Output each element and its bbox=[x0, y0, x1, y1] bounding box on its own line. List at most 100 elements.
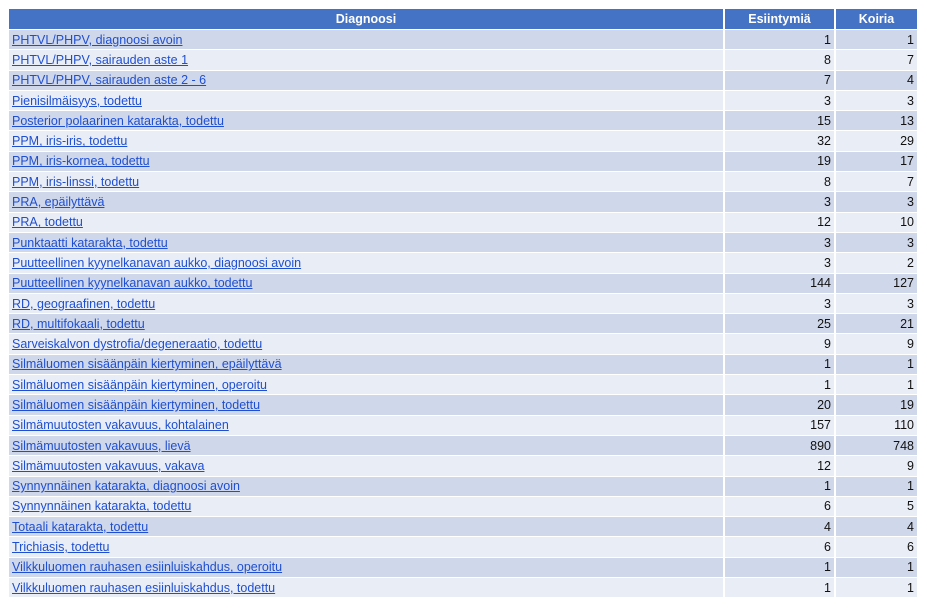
diagnosis-link[interactable]: Silmäluomen sisäänpäin kiertyminen, tode… bbox=[12, 397, 261, 412]
table-row: Silmämuutosten vakavuus, vakava 12 9 bbox=[9, 456, 917, 477]
dogs-cell: 1 bbox=[836, 30, 917, 51]
occurrences-cell: 890 bbox=[725, 435, 836, 457]
table-row: Posterior polaarinen katarakta, todettu 1… bbox=[9, 111, 917, 132]
diagnosis-cell: Silmäluomen sisäänpäin kiertyminen, oper… bbox=[9, 375, 725, 396]
occurrences-cell: 15 bbox=[725, 111, 836, 132]
table-row: PRA, epäilyttävä 3 3 bbox=[9, 192, 917, 213]
diagnosis-link[interactable]: Puutteellinen kyynelkanavan aukko, todet… bbox=[12, 276, 253, 291]
dogs-cell: 4 bbox=[836, 517, 917, 538]
dogs-cell: 3 bbox=[836, 293, 917, 315]
occurrences-cell: 3 bbox=[725, 192, 836, 213]
diagnosis-link[interactable]: PHTVL/PHPV, diagnoosi avoin bbox=[12, 32, 183, 47]
column-header-occurrences[interactable]: Esiintymiä bbox=[725, 9, 836, 30]
table-row: RD, geograafinen, todettu 3 3 bbox=[9, 293, 917, 315]
dogs-cell: 1 bbox=[836, 578, 917, 599]
diagnosis-link[interactable]: Silmämuutosten vakavuus, vakava bbox=[12, 458, 205, 473]
diagnosis-link[interactable]: Silmämuutosten vakavuus, lievä bbox=[12, 438, 191, 453]
occurrences-cell: 3 bbox=[725, 253, 836, 274]
diagnosis-link[interactable]: Puutteellinen kyynelkanavan aukko, diagn… bbox=[12, 255, 302, 270]
occurrences-cell: 8 bbox=[725, 50, 836, 71]
table-row: Silmämuutosten vakavuus, lievä 890 748 bbox=[9, 435, 917, 457]
diagnosis-cell: PRA, epäilyttävä bbox=[9, 192, 725, 213]
table-row: Silmäluomen sisäänpäin kiertyminen, oper… bbox=[9, 375, 917, 396]
dogs-cell: 17 bbox=[836, 151, 917, 173]
diagnosis-link[interactable]: RD, geograafinen, todettu bbox=[12, 296, 156, 311]
diagnosis-link[interactable]: Vilkkuluomen rauhasen esiinluiskahdus, o… bbox=[12, 560, 283, 575]
dogs-cell: 13 bbox=[836, 111, 917, 132]
dogs-cell: 748 bbox=[836, 435, 917, 457]
diagnosis-cell: Trichiasis, todettu bbox=[9, 537, 725, 558]
diagnosis-link[interactable]: Punktaatti katarakta, todettu bbox=[12, 235, 168, 250]
dogs-cell: 3 bbox=[836, 192, 917, 213]
diagnosis-link[interactable]: Trichiasis, todettu bbox=[12, 540, 110, 555]
occurrences-cell: 1 bbox=[725, 557, 836, 579]
table-row: Silmäluomen sisäänpäin kiertyminen, epäi… bbox=[9, 354, 917, 376]
dogs-cell: 6 bbox=[836, 537, 917, 558]
diagnosis-link[interactable]: Posterior polaarinen katarakta, todettu bbox=[12, 113, 224, 128]
occurrences-cell: 6 bbox=[725, 537, 836, 558]
diagnosis-link[interactable]: Totaali katarakta, todettu bbox=[12, 519, 149, 534]
occurrences-cell: 1 bbox=[725, 354, 836, 376]
diagnosis-table-container: Diagnoosi Esiintymiä Koiria PHTVL/PHPV, … bbox=[9, 9, 917, 599]
diagnosis-cell: Silmämuutosten vakavuus, lievä bbox=[9, 435, 725, 457]
dogs-cell: 1 bbox=[836, 476, 917, 497]
occurrences-cell: 4 bbox=[725, 517, 836, 538]
dogs-cell: 3 bbox=[836, 232, 917, 254]
diagnosis-link[interactable]: Pienisilmäisyys, todettu bbox=[12, 93, 142, 108]
table-row: PPM, iris-iris, todettu 32 29 bbox=[9, 131, 917, 152]
diagnosis-link[interactable]: Vilkkuluomen rauhasen esiinluiskahdus, t… bbox=[12, 580, 276, 595]
diagnosis-cell: PRA, todettu bbox=[9, 212, 725, 233]
dogs-cell: 5 bbox=[836, 496, 917, 518]
diagnosis-link[interactable]: Synnynnäinen katarakta, diagnoosi avoin bbox=[12, 479, 240, 494]
occurrences-cell: 3 bbox=[725, 90, 836, 112]
diagnosis-link[interactable]: PRA, epäilyttävä bbox=[12, 195, 105, 210]
diagnosis-link[interactable]: PHTVL/PHPV, sairauden aste 2 - 6 bbox=[12, 73, 207, 88]
diagnosis-link[interactable]: PPM, iris-iris, todettu bbox=[12, 134, 128, 149]
occurrences-cell: 1 bbox=[725, 375, 836, 396]
occurrences-cell: 19 bbox=[725, 151, 836, 173]
diagnosis-link[interactable]: PRA, todettu bbox=[12, 215, 83, 230]
diagnosis-link[interactable]: Silmäluomen sisäänpäin kiertyminen, epäi… bbox=[12, 357, 282, 372]
diagnosis-cell: Silmämuutosten vakavuus, kohtalainen bbox=[9, 415, 725, 436]
dogs-cell: 2 bbox=[836, 253, 917, 274]
diagnosis-cell: Vilkkuluomen rauhasen esiinluiskahdus, o… bbox=[9, 557, 725, 579]
diagnosis-link[interactable]: PPM, iris-kornea, todettu bbox=[12, 154, 150, 169]
diagnosis-link[interactable]: Synnynnäinen katarakta, todettu bbox=[12, 499, 192, 514]
column-header-dogs[interactable]: Koiria bbox=[836, 9, 917, 30]
dogs-cell: 3 bbox=[836, 90, 917, 112]
dogs-cell: 7 bbox=[836, 172, 917, 193]
table-row: Pienisilmäisyys, todettu 3 3 bbox=[9, 90, 917, 112]
table-row: Synnynnäinen katarakta, diagnoosi avoin 1… bbox=[9, 476, 917, 497]
table-header: Diagnoosi Esiintymiä Koiria bbox=[9, 9, 917, 30]
diagnosis-link[interactable]: Sarveiskalvon dystrofia/degeneraatio, to… bbox=[12, 337, 263, 352]
diagnosis-cell: Totaali katarakta, todettu bbox=[9, 517, 725, 538]
table-row: PRA, todettu 12 10 bbox=[9, 212, 917, 233]
diagnosis-cell: PPM, iris-linssi, todettu bbox=[9, 172, 725, 193]
diagnosis-link[interactable]: PPM, iris-linssi, todettu bbox=[12, 174, 140, 189]
occurrences-cell: 8 bbox=[725, 172, 836, 193]
diagnosis-cell: PPM, iris-iris, todettu bbox=[9, 131, 725, 152]
table-row: Vilkkuluomen rauhasen esiinluiskahdus, o… bbox=[9, 557, 917, 579]
occurrences-cell: 32 bbox=[725, 131, 836, 152]
table-row: Synnynnäinen katarakta, todettu 6 5 bbox=[9, 496, 917, 518]
dogs-cell: 127 bbox=[836, 273, 917, 294]
diagnosis-cell: Synnynnäinen katarakta, todettu bbox=[9, 496, 725, 518]
diagnosis-link[interactable]: PHTVL/PHPV, sairauden aste 1 bbox=[12, 52, 189, 67]
table-row: Puutteellinen kyynelkanavan aukko, todet… bbox=[9, 273, 917, 294]
occurrences-cell: 20 bbox=[725, 395, 836, 416]
diagnosis-cell: Posterior polaarinen katarakta, todettu bbox=[9, 111, 725, 132]
header-row: Diagnoosi Esiintymiä Koiria bbox=[9, 9, 917, 30]
dogs-cell: 19 bbox=[836, 395, 917, 416]
diagnosis-cell: Puutteellinen kyynelkanavan aukko, todet… bbox=[9, 273, 725, 294]
diagnosis-link[interactable]: Silmämuutosten vakavuus, kohtalainen bbox=[12, 418, 229, 433]
dogs-cell: 21 bbox=[836, 314, 917, 335]
dogs-cell: 9 bbox=[836, 456, 917, 477]
diagnosis-link[interactable]: Silmäluomen sisäänpäin kiertyminen, oper… bbox=[12, 377, 267, 392]
column-header-diagnosis[interactable]: Diagnoosi bbox=[9, 9, 725, 30]
diagnosis-table: Diagnoosi Esiintymiä Koiria PHTVL/PHPV, … bbox=[9, 9, 917, 599]
dogs-cell: 4 bbox=[836, 70, 917, 91]
dogs-cell: 7 bbox=[836, 50, 917, 71]
diagnosis-link[interactable]: RD, multifokaali, todettu bbox=[12, 316, 145, 331]
